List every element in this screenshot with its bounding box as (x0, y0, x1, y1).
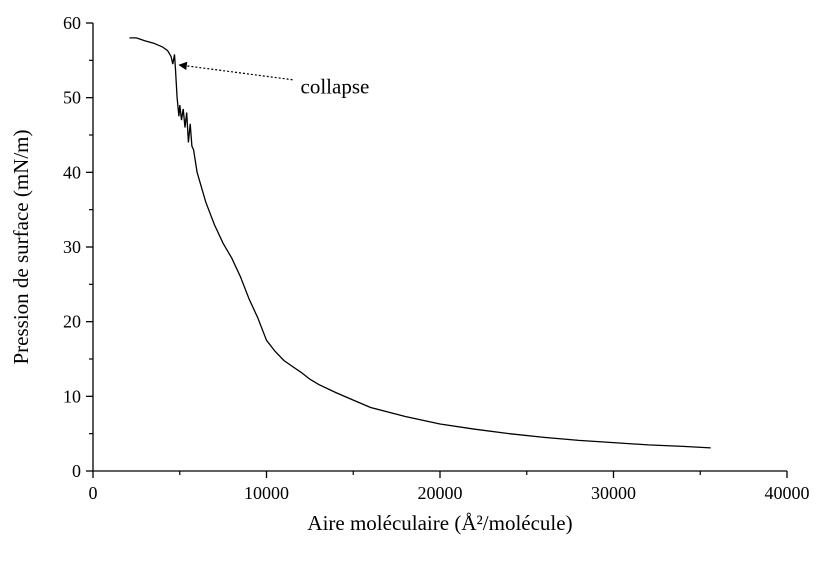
x-tick-label: 10000 (244, 483, 289, 503)
y-axis-label: Pression de surface (mN/m) (9, 129, 33, 364)
data-line (129, 37, 711, 449)
y-tick-label: 50 (63, 88, 81, 108)
y-tick-label: 60 (63, 13, 81, 33)
x-tick-label: 0 (89, 483, 98, 503)
y-tick-label: 20 (63, 312, 81, 332)
x-tick-label: 20000 (418, 483, 463, 503)
y-tick-label: 30 (63, 237, 81, 257)
annotation-arrow (178, 61, 293, 81)
x-tick-label: 40000 (765, 483, 810, 503)
y-tick-label: 40 (63, 162, 81, 182)
x-axis-label: Aire moléculaire (Å²/molécule) (307, 511, 572, 535)
y-tick-label: 0 (72, 461, 81, 481)
y-tick-label: 10 (63, 386, 81, 406)
annotation-text: collapse (301, 75, 370, 99)
x-tick-label: 30000 (591, 483, 636, 503)
